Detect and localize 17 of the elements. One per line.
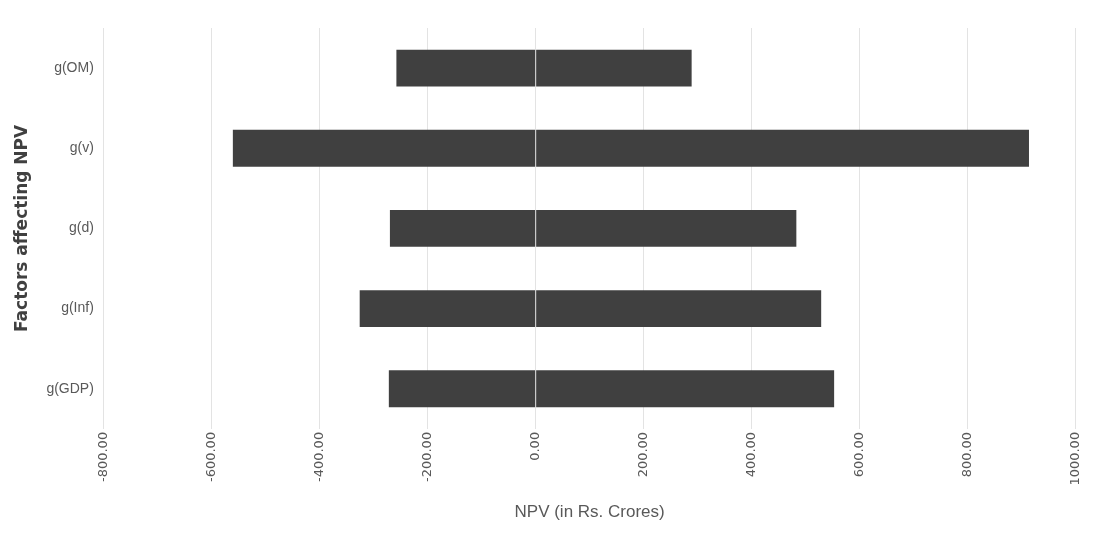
x-tick-label: -200.00 — [419, 431, 435, 483]
x-tick-label: -600.00 — [203, 431, 219, 483]
y-tick-label: g(d) — [68, 219, 94, 236]
y-tick-label: g(Inf) — [61, 299, 94, 316]
y-tick-label: g(v) — [69, 139, 94, 156]
x-tick-label: 1000.00 — [1066, 431, 1082, 486]
y-tick-label: g(OM) — [54, 58, 94, 75]
x-tick-label: 0.00 — [527, 431, 543, 461]
y-tick-label: g(GDP) — [46, 379, 94, 396]
y-axis-title: Factors affecting NPV — [10, 123, 31, 333]
x-tick-label: -800.00 — [95, 431, 111, 483]
x-tick-label: -400.00 — [311, 431, 327, 483]
x-tick-label: 400.00 — [742, 431, 758, 478]
x-axis-title: NPV (in Rs. Crores) — [514, 502, 665, 522]
x-tick-label: 600.00 — [850, 431, 866, 478]
x-tick-label: 200.00 — [634, 431, 650, 478]
x-tick-label: 800.00 — [958, 431, 974, 478]
